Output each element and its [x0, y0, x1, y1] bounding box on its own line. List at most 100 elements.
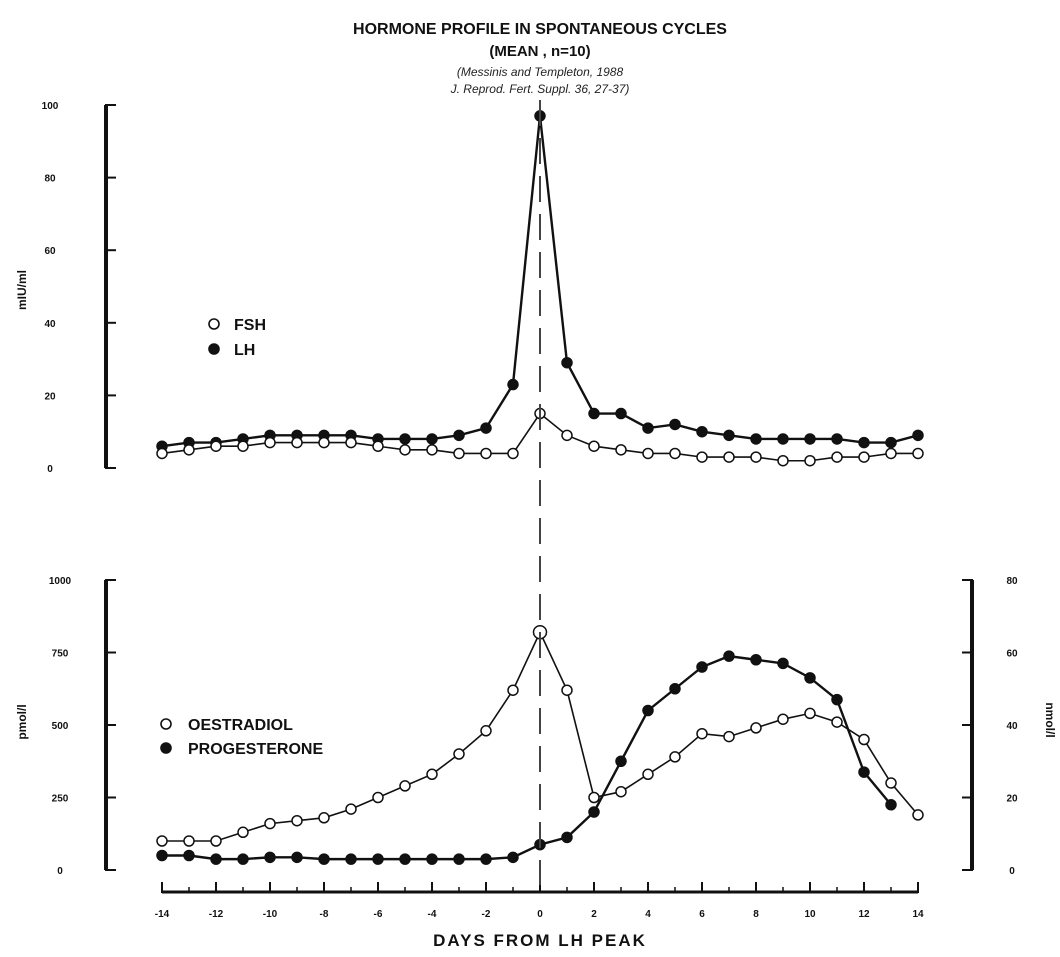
data-point-lh [750, 433, 762, 445]
x-tick-label: 12 [858, 909, 870, 920]
data-point-progesterone [264, 851, 276, 864]
x-tick-label: 10 [804, 909, 816, 920]
data-point-lh [885, 436, 897, 449]
data-point-oestradiol [507, 684, 519, 696]
data-point-oestradiol [561, 684, 573, 696]
x-tick-label: -14 [155, 909, 170, 920]
data-point-fsh [156, 447, 168, 460]
data-point-fsh [318, 436, 330, 449]
data-point-progesterone [345, 853, 357, 865]
data-point-oestradiol [453, 748, 465, 760]
x-tick-label: -12 [209, 909, 224, 920]
data-point-oestradiol [912, 809, 924, 821]
data-point-fsh [426, 444, 438, 456]
data-point-fsh [858, 451, 870, 463]
data-point-fsh [831, 451, 843, 463]
x-tick-label: 4 [645, 909, 651, 920]
data-point-fsh [237, 440, 249, 452]
data-point-oestradiol [777, 713, 789, 725]
data-point-oestradiol [156, 835, 168, 847]
data-point-oestradiol [750, 722, 762, 734]
data-point-progesterone [480, 853, 492, 865]
x-axis: -14 -12 -10 -8 -6 -4 -2 0 2 4 6 8 10 12 14 [155, 882, 924, 920]
data-point-oestradiol [210, 835, 222, 847]
data-point-oestradiol [669, 751, 681, 763]
data-point-progesterone [885, 799, 897, 811]
data-point-progesterone [723, 650, 735, 662]
data-point-oestradiol [642, 768, 654, 781]
data-point-fsh [696, 451, 708, 463]
data-point-progesterone [318, 853, 330, 865]
legend-label-oestradiol: OESTRADIOL [188, 717, 293, 734]
top-y-tick-label: 40 [44, 319, 56, 330]
series-line-lh [161, 115, 919, 448]
top-y-tick-label: 80 [44, 174, 56, 185]
data-point-fsh [723, 451, 735, 463]
bottom-right-y-tick-label: 60 [1006, 649, 1018, 660]
data-point-fsh [210, 440, 222, 452]
data-point-lh [615, 407, 627, 420]
bottom-right-y-tick-label: 40 [1006, 721, 1018, 732]
data-point-oestradiol [345, 803, 357, 815]
data-point-oestradiol [723, 730, 735, 743]
data-point-fsh [912, 447, 924, 460]
data-point-lh [723, 429, 735, 442]
x-tick-label: -6 [374, 909, 383, 920]
bottom-left-y-tick-label: 250 [52, 794, 69, 805]
data-point-fsh [480, 447, 492, 460]
data-point-progesterone [642, 704, 654, 717]
x-tick-label: -2 [482, 909, 491, 920]
data-point-fsh [291, 436, 303, 449]
bottom-left-y-axis-label: pmol/l [15, 704, 29, 739]
bottom-left-y-tick-label: 1000 [49, 576, 72, 587]
bottom-right-y-tick-label: 20 [1006, 794, 1018, 805]
x-axis-label: DAYS FROM LH PEAK [433, 931, 647, 950]
data-point-fsh [372, 440, 384, 452]
series-line-progesterone [162, 654, 892, 861]
bottom-left-y-tick-label: 0 [57, 866, 63, 877]
data-point-progesterone [615, 755, 627, 767]
data-point-fsh [507, 447, 519, 460]
data-point-oestradiol [264, 817, 276, 830]
legend-label-progesterone: PROGESTERONE [188, 741, 323, 758]
citation-line-2: J. Reprod. Fert. Suppl. 36, 27-37) [450, 82, 630, 96]
data-point-fsh [264, 436, 276, 449]
data-point-progesterone [183, 849, 195, 862]
legend-marker-lh [208, 343, 220, 355]
data-point-lh [831, 433, 843, 445]
legend-label-lh: LH [234, 342, 255, 359]
data-point-fsh [345, 436, 357, 449]
bottom-right-y-tick-label: 80 [1006, 576, 1018, 587]
data-point-progesterone [453, 853, 465, 865]
data-point-oestradiol [237, 826, 249, 839]
data-point-progesterone [156, 849, 168, 862]
data-point-lh [912, 429, 924, 442]
data-point-progesterone [804, 672, 816, 684]
data-point-oestradiol [885, 777, 897, 789]
data-point-fsh [804, 454, 816, 467]
bottom-left-y-tick-label: 750 [52, 649, 69, 660]
data-point-oestradiol [183, 835, 195, 847]
data-point-lh [777, 433, 789, 445]
data-point-oestradiol [831, 716, 843, 728]
bottom-legend: OESTRADIOL PROGESTERONE [160, 717, 323, 758]
data-point-lh [453, 429, 465, 442]
top-y-tick-label: 0 [47, 464, 53, 475]
legend-label-fsh: FSH [234, 317, 266, 334]
data-point-progesterone [426, 853, 438, 865]
data-point-lh [642, 422, 654, 434]
data-point-lh [561, 356, 573, 369]
x-tick-label: 8 [753, 909, 759, 920]
bottom-left-y-tick-label: 500 [52, 721, 69, 732]
data-point-progesterone [696, 661, 708, 673]
legend-marker-fsh [208, 318, 220, 330]
data-point-oestradiol [696, 727, 708, 740]
data-point-lh [426, 433, 438, 445]
data-point-fsh [453, 447, 465, 460]
data-point-lh [669, 418, 681, 431]
data-point-progesterone [858, 766, 870, 778]
x-tick-label: 14 [912, 909, 924, 920]
chart-title: HORMONE PROFILE IN SPONTANEOUS CYCLES [353, 21, 727, 38]
citation-line-1: (Messinis and Templeton, 1988 [457, 65, 624, 79]
data-point-fsh [777, 454, 789, 467]
